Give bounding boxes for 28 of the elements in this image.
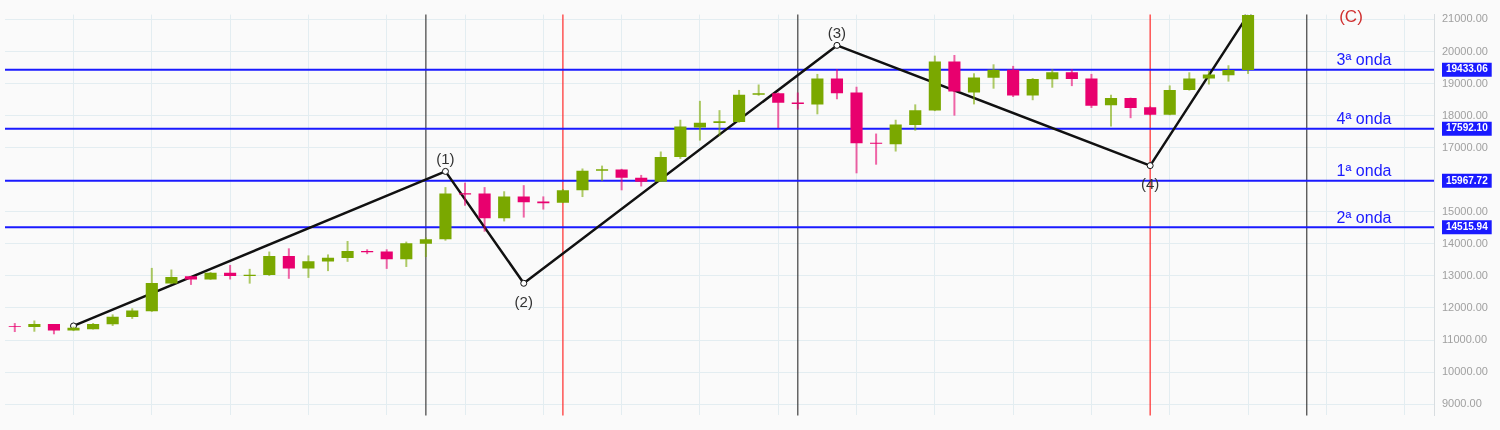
annotation: (1): [436, 150, 455, 168]
ref-line-label: 3ª onda: [1336, 51, 1392, 69]
annotation: (C): [1339, 6, 1363, 26]
ref-line-label: 2ª onda: [1336, 208, 1392, 226]
y-tick-label: 9000.00: [1442, 397, 1482, 410]
y-tick-label: 14000.00: [1442, 236, 1488, 249]
y-tick-label: 10000.00: [1442, 365, 1488, 378]
y-tick-label: 19000.00: [1442, 76, 1488, 89]
text: 19433.06: [1446, 63, 1489, 75]
point: [833, 41, 841, 49]
y-tick-label: 17000.00: [1442, 140, 1488, 153]
y-tick-label: 11000.00: [1442, 333, 1488, 346]
text: 14515.94: [1446, 221, 1489, 233]
point: [441, 167, 449, 175]
annotation: (2): [514, 292, 533, 310]
y-tick-label: 13000.00: [1442, 268, 1488, 281]
ref-line-label: 4ª onda: [1336, 110, 1392, 128]
y-tick-label: 15000.00: [1442, 204, 1488, 217]
y-tick-label: 12000.00: [1442, 301, 1488, 314]
annotation: (3): [827, 24, 847, 42]
y-tick-label: 18000.00: [1442, 108, 1488, 121]
y-tick-label: 21000.00: [1442, 12, 1488, 25]
y-tick-label: 20000.00: [1442, 44, 1488, 57]
point: [520, 279, 528, 287]
point: [1146, 162, 1154, 170]
ref-line-label: 1ª onda: [1336, 162, 1392, 180]
text: 15967.72: [1446, 174, 1489, 186]
text: 17592.10: [1446, 122, 1489, 134]
